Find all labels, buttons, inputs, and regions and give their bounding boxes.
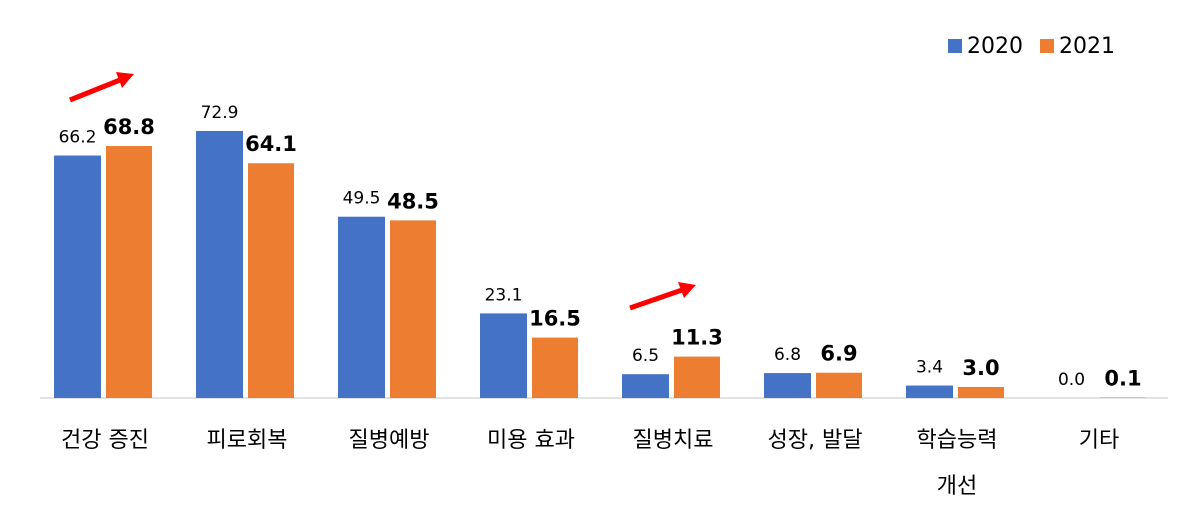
bar: [480, 313, 527, 398]
bar: [958, 387, 1004, 398]
x-tick-label: 건강 증진: [61, 428, 149, 453]
legend-label: 2021: [1059, 34, 1115, 59]
trend-arrow: [629, 282, 696, 311]
data-label: 64.1: [245, 132, 297, 156]
data-label: 16.5: [529, 307, 581, 331]
x-tick-label: 학습능력 개선: [916, 428, 998, 499]
x-tick-label: 질병예방: [348, 428, 430, 453]
data-label: 3.4: [916, 358, 943, 378]
data-label: 66.2: [59, 128, 97, 148]
bar: [196, 131, 243, 398]
data-label: 0.0: [1058, 370, 1085, 390]
data-label: 0.1: [1104, 367, 1141, 391]
bar: [106, 146, 152, 398]
data-label: 72.9: [201, 103, 239, 123]
legend-swatch: [948, 39, 962, 53]
bar: [54, 155, 101, 398]
data-label: 6.8: [774, 345, 801, 365]
data-label: 23.1: [485, 285, 523, 305]
data-label: 49.5: [343, 189, 381, 209]
data-label: 68.8: [103, 115, 155, 139]
bar: [338, 216, 385, 398]
trend-arrow: [69, 72, 134, 103]
legend-swatch: [1040, 39, 1054, 53]
bar: [764, 373, 811, 398]
data-label: 48.5: [387, 189, 439, 213]
data-label: 6.5: [632, 346, 659, 366]
data-label: 6.9: [820, 342, 857, 366]
x-tick-label: 미용 효과: [487, 428, 575, 453]
x-tick-label: 피로회복: [206, 428, 288, 453]
x-tick-label: 성장, 발달: [767, 428, 863, 453]
bar: [674, 356, 720, 398]
x-tick-label: 기타: [1078, 428, 1120, 453]
bar: [390, 220, 436, 398]
legend-label: 2020: [967, 34, 1023, 59]
bar: [816, 372, 862, 398]
bar: [248, 163, 294, 398]
data-label: 11.3: [671, 326, 723, 350]
data-label: 3.0: [962, 356, 999, 380]
bar: [532, 337, 578, 398]
bar: [906, 385, 953, 398]
x-tick-label: 질병치료: [632, 428, 714, 453]
bar: [622, 374, 669, 398]
